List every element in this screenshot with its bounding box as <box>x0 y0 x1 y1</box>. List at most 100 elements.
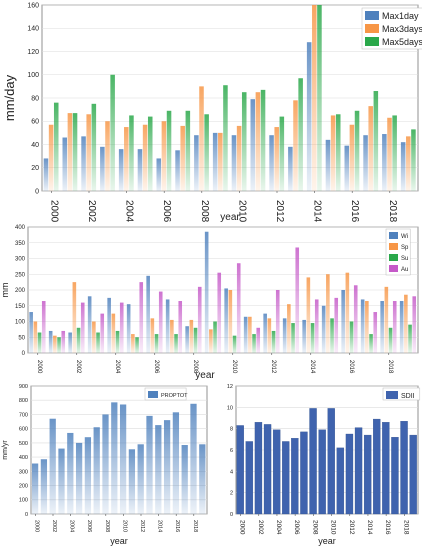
bar-Wi-2009 <box>204 231 209 353</box>
bar-Max5days-2003 <box>110 74 115 191</box>
y-tick-label: 2 <box>230 491 233 497</box>
bar-Max1day-2010 <box>231 135 237 191</box>
bar-SDII-2007 <box>300 431 308 515</box>
bar-PROPTOT-2005 <box>75 442 83 514</box>
y-tick-label: 100 <box>27 72 39 79</box>
bar-Wi-2007 <box>165 299 170 353</box>
bar-Au-2002 <box>80 302 85 353</box>
y-tick-label: 400 <box>15 225 26 231</box>
x-tick-label: 2002 <box>257 520 264 535</box>
bar-Au-2016 <box>353 285 358 353</box>
bar-Max1day-2002 <box>81 136 86 191</box>
bar-Sp-2008 <box>189 319 194 353</box>
bar-Max1day-2007 <box>175 150 180 191</box>
x-tick-label: 2016 <box>349 200 360 223</box>
bar-SDII-2014 <box>363 434 372 515</box>
y-axis-label: mm <box>0 283 10 298</box>
bar-Sp-2005 <box>131 334 135 353</box>
bar-PROPTOT-2018 <box>190 403 197 514</box>
bar-Wi-2000 <box>29 312 33 353</box>
bar-PROPTOT-2019 <box>199 444 206 514</box>
y-axis-label: mm/day <box>2 74 17 121</box>
bar-Wi-2013 <box>282 318 287 353</box>
y-tick-label: 140 <box>27 26 39 33</box>
bar-Wi-2011 <box>243 316 248 353</box>
bar-PROPTOT-2012 <box>137 444 144 514</box>
legend-swatch-Max5days <box>365 37 379 46</box>
bar-Au-2014 <box>314 299 319 353</box>
bar-Sp-2006 <box>150 318 155 353</box>
x-tick-label: 2010 <box>330 520 337 535</box>
y-tick-label: 160 <box>27 2 39 9</box>
x-tick-label: 2012 <box>348 520 355 535</box>
bar-Su-2003 <box>96 332 100 353</box>
legend-label-Max5days: Max5days <box>382 37 422 47</box>
bar-Au-2001 <box>61 330 66 353</box>
legend-swatch-PROPTOT <box>148 391 158 398</box>
bar-PROPTOT-2009 <box>111 402 118 514</box>
x-tick-label: 2004 <box>69 520 75 532</box>
bar-Max1day-2016 <box>344 145 350 191</box>
bar-PROPTOT-2004 <box>67 432 74 514</box>
x-tick-label: 2016 <box>174 520 180 532</box>
bar-Au-2019 <box>412 296 417 353</box>
bar-PROPTOT-2017 <box>181 445 188 514</box>
x-axis-label: year <box>318 536 336 546</box>
x-tick-label: 2018 <box>387 360 393 374</box>
x-tick-label: 2010 <box>236 200 247 223</box>
bar-Sp-2014 <box>306 277 311 353</box>
bar-Wi-2012 <box>263 313 267 353</box>
chart-max-precip: 0 20 40 60 80 100 120 140 160 2000 2002 2004 2006 200… <box>2 2 422 223</box>
legend-label-Max1day: Max1day <box>382 11 419 21</box>
bar-Max5days-2018 <box>392 115 397 191</box>
bar-Su-2008 <box>193 327 198 353</box>
y-tick-label: 120 <box>27 49 39 56</box>
bar-PROPTOT-2000 <box>31 463 39 514</box>
bar-Max5days-2001 <box>72 113 78 191</box>
bar-Sp-2000 <box>33 321 38 353</box>
bar-Au-2007 <box>178 301 183 353</box>
x-tick-label: 2014 <box>309 360 315 374</box>
bar-SDII-2019 <box>409 434 417 515</box>
legend-label-Su: Su <box>401 256 408 262</box>
legend-swatch-Au <box>389 265 398 272</box>
bar-Max1day-2008 <box>194 135 199 191</box>
y-tick-label: 200 <box>15 288 26 294</box>
bar-Au-2017 <box>373 312 378 353</box>
bar-PROPTOT-2006 <box>84 437 92 514</box>
bar-Max1day-2004 <box>118 149 124 191</box>
chart-seasonal-precip: 0 50 100 150 200 250 300 350 400 2000 2002 2004 2006… <box>0 225 419 381</box>
y-tick-label: 800 <box>19 398 28 404</box>
bar-PROPTOT-2002 <box>49 418 56 514</box>
bar-PROPTOT-2011 <box>128 449 136 514</box>
bar-SDII-2015 <box>373 418 381 515</box>
y-tick-label: 100 <box>15 320 26 326</box>
bar-PROPTOT-2003 <box>58 448 65 514</box>
bar-Max3days-2011 <box>255 92 261 191</box>
x-tick-label: 2014 <box>312 200 323 223</box>
legend-label-Au: Au <box>401 267 408 273</box>
bar-Max5days-2010 <box>241 92 247 191</box>
bar-SDII-2000 <box>236 425 244 515</box>
x-tick-label: 2006 <box>293 520 300 535</box>
bar-Sp-2011 <box>248 316 252 353</box>
bar-Max3days-2008 <box>199 86 204 191</box>
y-tick-label: 40 <box>31 142 39 149</box>
bar-SDII-2009 <box>318 429 326 515</box>
bar-Wi-2018 <box>380 301 384 353</box>
bar-Max5days-2004 <box>129 115 134 191</box>
bar-Max3days-2003 <box>105 121 110 191</box>
bar-Max3days-2007 <box>180 125 185 191</box>
bar-Max1day-2000 <box>43 158 49 191</box>
bar-Au-2010 <box>236 263 241 353</box>
bar-Au-2003 <box>100 313 105 353</box>
bar-Max3days-2013 <box>293 100 298 191</box>
bar-Su-2015 <box>330 318 334 353</box>
bar-Sp-2015 <box>326 274 330 353</box>
bar-Max3days-2001 <box>67 113 73 191</box>
bar-Wi-2008 <box>185 326 189 353</box>
bar-Max5days-2007 <box>185 110 191 191</box>
bar-Max3days-2000 <box>48 124 54 191</box>
bar-Max5days-2011 <box>260 89 266 191</box>
x-tick-label: 2004 <box>114 360 120 374</box>
